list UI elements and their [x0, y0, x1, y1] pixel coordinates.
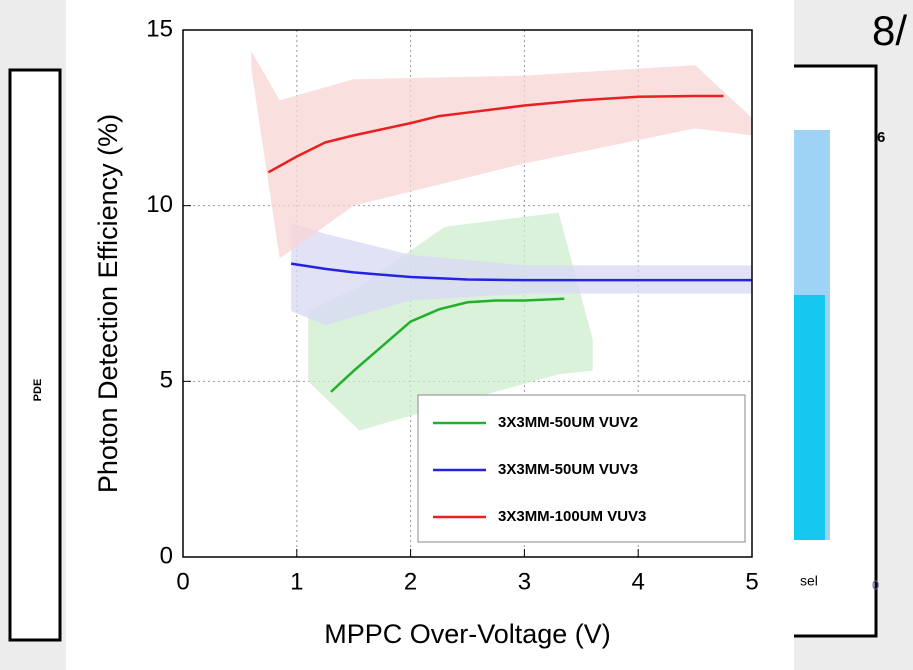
data-line	[290, 262, 752, 282]
data-line	[330, 297, 565, 393]
right-label: sel	[800, 573, 818, 589]
error-band	[291, 223, 752, 326]
x-axis-label: MPPC Over-Voltage (V)	[324, 619, 611, 649]
left-panel	[8, 68, 62, 642]
x-tick-label: 3	[518, 568, 531, 595]
slide-number: 8/	[872, 7, 907, 54]
x-tick-label: 2	[404, 568, 417, 595]
legend-label: 3X3MM-50UM VUV2	[498, 414, 638, 431]
y-tick-label: 15	[146, 15, 173, 42]
legend-label: 3X3MM-100UM VUV3	[498, 508, 646, 525]
left-axis-label: PDE	[32, 379, 44, 402]
x-tick-label: 4	[632, 568, 645, 595]
y-axis-label: Photon Detection Efficiency (%)	[93, 114, 123, 493]
y-tick-label: 5	[160, 367, 173, 394]
y-tick-label: 0	[160, 542, 173, 569]
x-tick-label: 5	[745, 568, 758, 595]
liquid	[790, 295, 825, 540]
right-label: 6	[877, 129, 885, 146]
y-tick-label: 10	[146, 191, 173, 218]
error-band	[251, 51, 752, 259]
data-line	[267, 94, 724, 174]
right-tick: 0	[872, 577, 879, 592]
x-tick-label: 1	[290, 568, 303, 595]
plot-frame	[182, 29, 753, 558]
x-tick-label: 0	[176, 568, 189, 595]
chart: 0 5 10 15 0 1 2 3 4 5 MPPC Over-Voltage (V) Photon …	[93, 15, 759, 649]
legend-label: 3X3MM-50UM VUV3	[498, 461, 638, 478]
